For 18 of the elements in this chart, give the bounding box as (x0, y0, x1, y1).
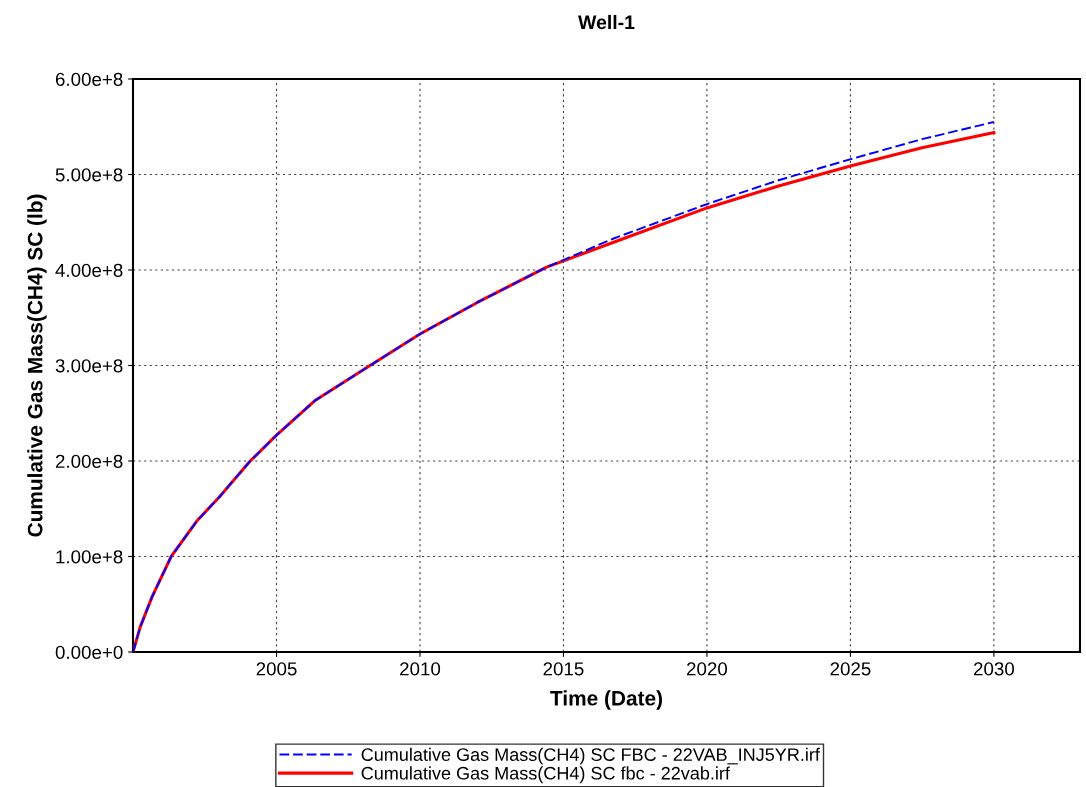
y-tick-label: 0.00e+0 (55, 645, 123, 659)
x-tick-label: 2025 (830, 662, 871, 676)
y-tick-label: 1.00e+8 (56, 550, 123, 564)
y-axis-title: Cumulative Gas Mass(CH4) SC (lb) (27, 194, 47, 537)
x-axis-title: Time (Date) (550, 690, 663, 710)
x-tick-label: 2010 (400, 662, 441, 676)
x-tick-label: 2020 (686, 662, 728, 676)
x-tick-label: 2005 (256, 662, 297, 676)
legend-label: Cumulative Gas Mass(CH4) SC fbc - 22vab.irf (361, 766, 730, 784)
y-tick-label: 4.00e+8 (55, 263, 123, 277)
y-tick-label: 2.00e+8 (55, 454, 123, 468)
legend-label: Cumulative Gas Mass(CH4) SC FBC - 22VAB_INJ5YR.irf (361, 747, 820, 765)
y-tick-label: 5.00e+8 (55, 168, 123, 182)
y-tick-label: 6.00e+8 (55, 72, 123, 86)
x-tick-label: 2030 (973, 662, 1015, 676)
y-tick-label: 3.00e+8 (55, 359, 123, 373)
chart-title: Well-1 (578, 14, 635, 30)
x-tick-label: 2015 (543, 662, 584, 676)
